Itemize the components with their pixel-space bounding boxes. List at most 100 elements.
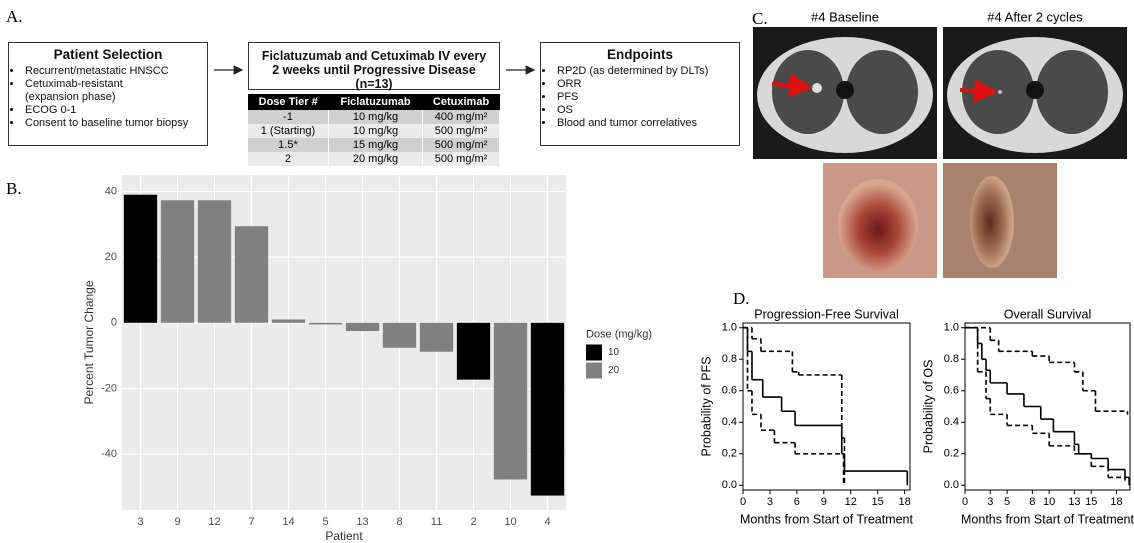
endpoint: RP2D (as determined by DLTs) (555, 65, 739, 78)
y-tick-label: 0.2 (722, 448, 737, 460)
criterion: Recurrent/metastatic HNSCC (23, 65, 207, 78)
endpoint: ORR (555, 78, 739, 91)
image-caption: #4 After 2 cycles (987, 9, 1083, 24)
plot-frame (742, 322, 911, 491)
tumor-photo (823, 163, 937, 278)
table-cell: 500 mg/m² (422, 138, 500, 152)
table-cell: 1.5* (248, 138, 329, 152)
table-row: 2 20 mg/kg 500 mg/m² (248, 152, 500, 166)
bar (530, 322, 565, 496)
box-title: Patient Selection (53, 47, 163, 62)
x-tick-label: 0 (962, 496, 968, 508)
y-tick-label: 1.0 (944, 322, 959, 334)
legend-title: Dose (mg/kg) (586, 328, 652, 340)
y-tick-label: 40 (105, 185, 117, 197)
y-tick-label: 0.0 (944, 479, 959, 491)
x-tick-label: 15 (872, 496, 884, 508)
bar (123, 194, 158, 323)
table-header: Ficlatuzumab (328, 94, 423, 110)
x-tick-label: 7 (248, 516, 254, 528)
bar (345, 322, 380, 332)
legend-label: 20 (608, 365, 620, 376)
x-axis-title: Months from Start of Treatment (961, 512, 1134, 526)
y-tick-label: -40 (101, 448, 117, 460)
table-cell: 10 mg/kg (328, 124, 424, 138)
x-tick-label: 9 (174, 516, 180, 528)
table-row: -1 10 mg/kg 400 mg/m² (248, 110, 500, 124)
endpoint: PFS (555, 91, 739, 104)
x-tick-label: 4 (544, 516, 550, 528)
table-row: 1 (Starting) 10 mg/kg 500 mg/m² (248, 124, 500, 138)
x-tick-label: 3 (767, 496, 773, 508)
x-tick-label: 5 (1004, 496, 1010, 508)
x-tick-label: 18 (898, 496, 910, 508)
x-tick-label: 6 (794, 496, 800, 508)
legend-label: 10 (608, 347, 620, 358)
table-cell: -1 (248, 110, 329, 124)
bar (160, 200, 195, 323)
table-cell: 10 mg/kg (328, 110, 424, 124)
y-axis-title: Percent Tumor Change (82, 280, 96, 404)
y-tick-label: 0.8 (944, 353, 959, 365)
x-tick-label: 12 (208, 516, 220, 528)
x-tick-label: 12 (845, 496, 857, 508)
y-tick-label: 1.0 (722, 322, 737, 334)
x-tick-label: 13 (356, 516, 368, 528)
x-tick-label: 8 (396, 516, 402, 528)
treatment-box: Ficlatuzumab and Cetuximab IV every 2 we… (248, 42, 500, 91)
criterion: Cetuximab-resistant (expansion phase) (23, 78, 145, 104)
x-tick-label: 9 (821, 496, 827, 508)
y-tick-label: 0.6 (944, 385, 959, 397)
table-cell: 15 mg/kg (328, 138, 424, 152)
box-title: Ficlatuzumab and Cetuximab IV every 2 we… (261, 49, 487, 91)
bar (456, 322, 491, 380)
bar (493, 322, 528, 480)
legend-key (586, 344, 602, 361)
table-cell: 1 (Starting) (248, 124, 329, 138)
table-row: 1.5* 15 mg/kg 500 mg/m² (248, 138, 500, 152)
bar (197, 200, 232, 323)
x-tick-label: 3 (987, 496, 993, 508)
x-tick-label: 14 (282, 516, 294, 528)
panel-label: C. (752, 9, 768, 28)
bar (234, 226, 269, 323)
bar (271, 319, 306, 323)
x-axis-title: Months from Start of Treatment (740, 512, 914, 526)
y-tick-label: 0.6 (722, 385, 737, 397)
table-cell: 2 (248, 152, 329, 166)
criterion: ECOG 0-1 (23, 104, 207, 117)
endpoint: OS (555, 104, 739, 117)
bar (419, 322, 454, 352)
x-tick-label: 0 (740, 496, 746, 508)
y-axis-title: Probability of OS (921, 360, 935, 454)
table-header: Dose Tier # (248, 94, 329, 110)
y-tick-label: 20 (105, 251, 117, 263)
x-tick-label: 8 (1029, 496, 1035, 508)
chart-title: Progression-Free Survival (754, 307, 899, 321)
x-tick-label: 5 (322, 516, 328, 528)
y-tick-label: 0 (111, 317, 117, 329)
bar (308, 322, 343, 325)
y-tick-label: 0.8 (722, 353, 737, 365)
ct-scan (753, 27, 937, 159)
x-tick-label: 13 (1068, 496, 1080, 508)
patient-selection-box: Patient Selection Recurrent/metastatic H… (8, 42, 208, 146)
criterion: Consent to baseline tumor biopsy (23, 117, 207, 130)
legend-key (586, 362, 602, 379)
ct-scan (943, 27, 1127, 159)
tumor-photo (943, 163, 1057, 278)
x-tick-label: 10 (1043, 496, 1055, 508)
x-tick-label: 3 (137, 516, 143, 528)
x-tick-label: 10 (504, 516, 516, 528)
table-cell: 500 mg/m² (422, 124, 500, 138)
plot-frame (964, 322, 1131, 491)
y-tick-label: 0.4 (944, 416, 959, 428)
table-cell: 400 mg/m² (422, 110, 500, 124)
x-tick-label: 2 (470, 516, 476, 528)
endpoints-box: Endpoints RP2D (as determined by DLTs) O… (540, 42, 740, 146)
x-tick-label: 18 (1110, 496, 1122, 508)
table-cell: 20 mg/kg (328, 152, 424, 166)
chart-title: Overall Survival (1004, 307, 1092, 321)
